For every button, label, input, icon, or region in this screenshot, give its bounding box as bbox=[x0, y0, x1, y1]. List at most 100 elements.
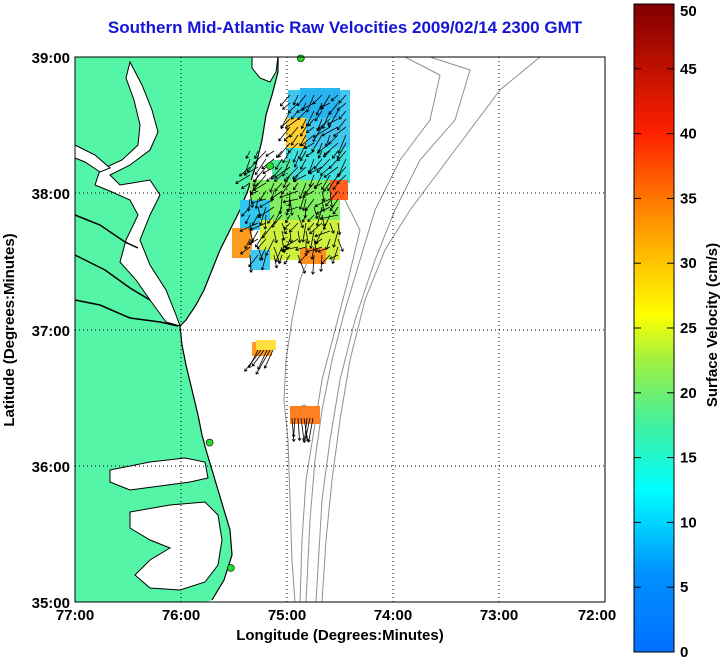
colorbar-label: Surface Velocity (cm/s) bbox=[704, 243, 721, 407]
velocity-arrow bbox=[244, 214, 251, 225]
york-river bbox=[74, 254, 151, 301]
velocity-arrow bbox=[298, 190, 307, 210]
velocity-arrow bbox=[239, 166, 251, 177]
colorbar-tick-label: 45 bbox=[680, 61, 697, 78]
velocity-arrow bbox=[321, 190, 326, 202]
velocity-arrow bbox=[285, 214, 291, 224]
colorbar-tick-label: 50 bbox=[680, 3, 697, 20]
velocity-arrow bbox=[291, 417, 296, 442]
velocity-arrow bbox=[332, 182, 339, 191]
velocity-arrow bbox=[307, 118, 315, 127]
station-marker bbox=[227, 564, 235, 572]
colorbar-tick-label: 10 bbox=[680, 514, 697, 531]
velocity-arrow bbox=[302, 417, 308, 444]
velocity-arrow bbox=[300, 158, 307, 170]
velocity-arrow bbox=[281, 230, 286, 241]
velocity-arrow bbox=[327, 118, 339, 126]
velocity-arrow bbox=[305, 126, 315, 134]
velocity-arrow bbox=[244, 238, 251, 250]
velocity-arrow bbox=[257, 206, 275, 218]
colorbar-tick-label: 30 bbox=[680, 255, 697, 272]
velocity-arrow bbox=[305, 150, 315, 157]
velocity-arrow bbox=[267, 214, 275, 224]
velocity-arrow bbox=[338, 110, 347, 120]
velocity-arrow bbox=[315, 206, 331, 215]
velocity-arrow bbox=[275, 150, 283, 158]
velocity-arrow bbox=[329, 254, 339, 260]
velocity-arrow bbox=[244, 349, 262, 372]
velocity-arrow bbox=[249, 254, 253, 273]
velocity-arrow bbox=[295, 246, 307, 252]
velocity-arrow bbox=[280, 246, 299, 252]
velocity-arrow bbox=[329, 198, 339, 212]
velocity-arrow bbox=[278, 126, 291, 142]
velocity-arrow bbox=[250, 222, 267, 231]
velocity-arrow bbox=[275, 158, 283, 170]
x-axis-label: Longitude (Degrees:Minutes) bbox=[236, 627, 444, 644]
velocity-arrow bbox=[301, 214, 307, 223]
velocity-arrow bbox=[251, 349, 265, 367]
station-marker bbox=[266, 162, 274, 170]
velocity-arrow bbox=[300, 134, 315, 147]
velocity-arrow bbox=[331, 150, 339, 159]
velocity-arrow bbox=[315, 102, 323, 116]
velocity-arrow bbox=[283, 238, 299, 248]
velocity-arrow bbox=[273, 254, 279, 269]
velocity-arrow bbox=[332, 230, 339, 248]
chesapeake-bay bbox=[94, 60, 181, 327]
velocity-arrow bbox=[241, 182, 251, 189]
velocity-arrow bbox=[314, 198, 331, 208]
velocity-arrow bbox=[304, 417, 311, 439]
velocity-arrow bbox=[260, 254, 267, 271]
velocity-arrow bbox=[282, 158, 291, 177]
pamlico-sound bbox=[129, 501, 223, 591]
velocity-arrow bbox=[266, 174, 275, 182]
velocity-arrow bbox=[300, 126, 307, 137]
velocity-arrow bbox=[245, 150, 251, 159]
velocity-arrow bbox=[291, 417, 296, 438]
velocity-arrow bbox=[274, 166, 291, 179]
velocity-arrow bbox=[243, 166, 259, 176]
velocity-arrow bbox=[323, 166, 339, 178]
velocity-arrow bbox=[252, 174, 259, 187]
velocity-arrow bbox=[248, 254, 259, 268]
velocity-arrow bbox=[292, 94, 299, 106]
velocity-arrow bbox=[259, 246, 267, 261]
velocity-arrow bbox=[259, 190, 267, 201]
station-marker bbox=[296, 54, 305, 63]
y-axis-label: Latitude (Degrees:Minutes) bbox=[1, 233, 18, 426]
velocity-arrow bbox=[316, 142, 331, 154]
velocity-arrow bbox=[263, 214, 268, 230]
velocity-arrow bbox=[292, 182, 299, 191]
velocity-arrow bbox=[300, 118, 307, 130]
y-tick: 39:00 bbox=[32, 50, 70, 67]
velocity-arrow bbox=[333, 126, 347, 137]
velocity-arrow bbox=[298, 182, 307, 200]
velocity-arrow bbox=[308, 174, 315, 188]
velocity-arrow bbox=[273, 174, 283, 182]
colorbar-tick-label: 35 bbox=[680, 190, 697, 207]
colorbar-tick-label: 5 bbox=[680, 579, 688, 596]
velocity-arrow bbox=[252, 182, 267, 191]
velocity-arrow bbox=[283, 222, 291, 230]
velocity-arrow bbox=[284, 118, 299, 129]
velocity-arrow bbox=[313, 206, 319, 220]
velocity-arrow bbox=[239, 222, 259, 232]
velocity-arrow bbox=[301, 222, 307, 243]
velocity-arrow bbox=[293, 174, 307, 183]
velocity-arrow bbox=[270, 190, 283, 200]
velocity-arrow bbox=[322, 214, 331, 231]
velocity-arrow bbox=[286, 206, 299, 213]
velocity-arrow bbox=[329, 222, 335, 234]
velocity-arrow bbox=[290, 110, 299, 120]
velocity-arrow bbox=[323, 182, 331, 192]
velocity-arrow bbox=[312, 126, 331, 138]
velocity-arrow bbox=[250, 198, 267, 205]
velocity-arrow bbox=[319, 214, 339, 221]
velocity-arrow bbox=[235, 174, 251, 184]
velocity-arrow bbox=[240, 246, 251, 255]
velocity-arrow bbox=[297, 254, 306, 274]
y-tick: 36:00 bbox=[32, 459, 70, 476]
